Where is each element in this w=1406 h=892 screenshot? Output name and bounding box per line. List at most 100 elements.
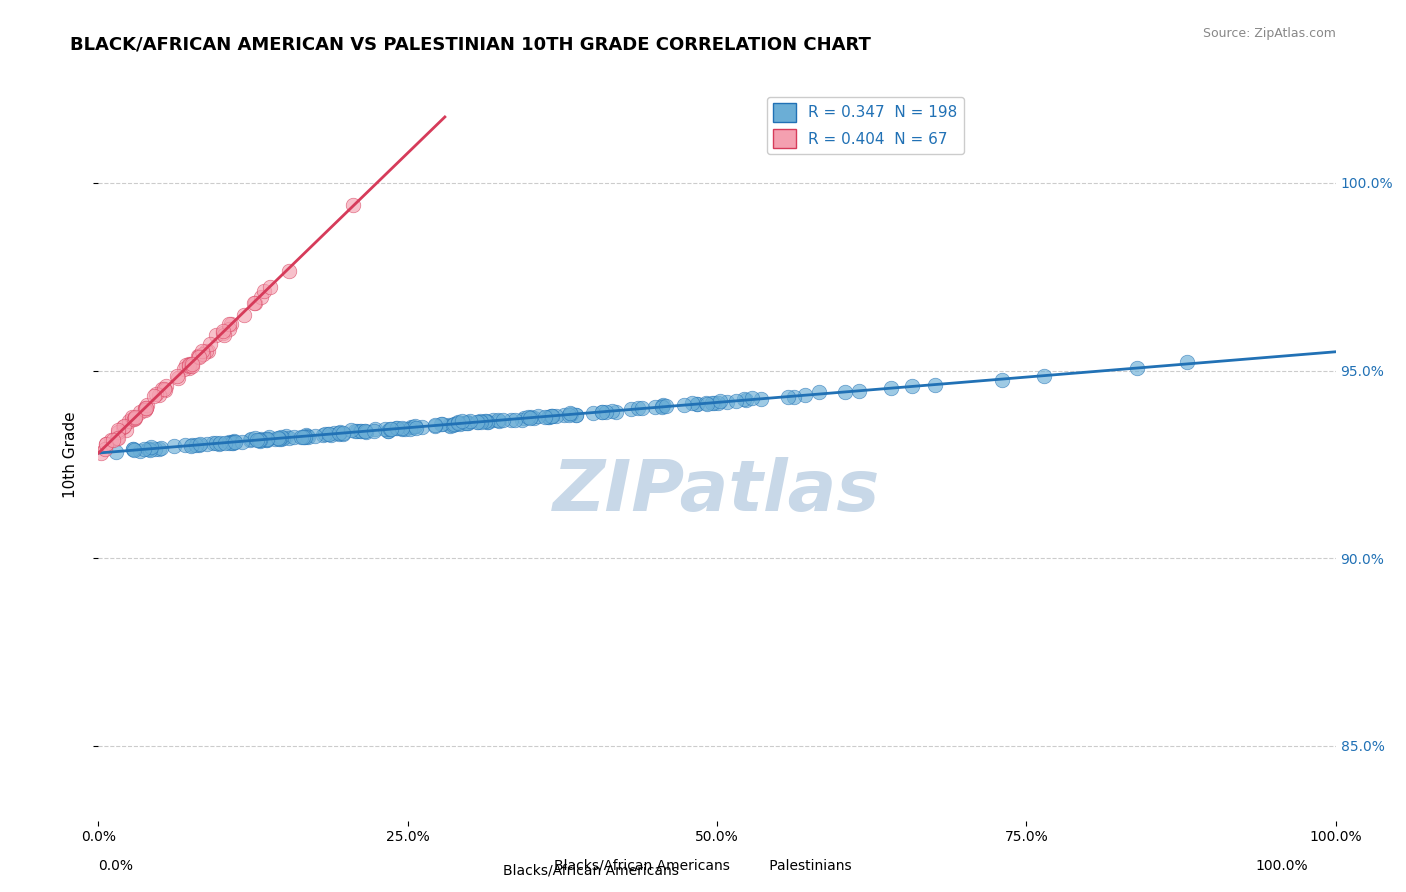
Point <box>546 409 568 423</box>
Point <box>651 398 673 412</box>
Point <box>695 396 717 410</box>
Point <box>304 429 326 443</box>
Point <box>516 410 538 425</box>
Point <box>276 429 298 443</box>
Point <box>188 350 211 364</box>
Point <box>121 442 143 456</box>
Point <box>468 414 491 428</box>
Point <box>243 295 266 310</box>
Point <box>224 434 246 448</box>
Point <box>267 433 290 447</box>
Point <box>246 433 269 447</box>
Point <box>208 435 231 450</box>
Point <box>188 349 211 363</box>
Point <box>312 427 335 442</box>
Point <box>115 423 138 437</box>
Point <box>195 436 218 450</box>
Point <box>328 425 350 440</box>
Point <box>107 431 129 445</box>
Point <box>231 434 253 449</box>
Point <box>177 360 200 375</box>
Point <box>456 415 478 429</box>
Point <box>443 417 465 431</box>
Point <box>243 296 266 310</box>
Point <box>510 413 533 427</box>
Y-axis label: 10th Grade: 10th Grade <box>63 411 77 499</box>
Point <box>353 424 375 438</box>
Point <box>112 419 135 434</box>
Point <box>150 441 173 455</box>
Point <box>249 434 271 448</box>
Point <box>163 439 186 453</box>
Point <box>399 422 422 436</box>
Point <box>314 427 336 442</box>
Point <box>112 418 135 433</box>
Point <box>105 431 128 445</box>
Point <box>124 410 146 425</box>
Point <box>475 415 498 429</box>
Point <box>139 441 162 455</box>
Point <box>218 321 240 335</box>
Point <box>450 414 472 428</box>
Point <box>318 427 340 442</box>
Point <box>541 409 564 424</box>
Point <box>297 430 319 444</box>
Point <box>523 411 546 425</box>
Point <box>180 358 202 372</box>
Point <box>174 359 197 373</box>
Point <box>385 421 408 435</box>
Point <box>627 401 650 415</box>
Point <box>145 387 167 401</box>
Point <box>700 395 723 409</box>
Point <box>808 385 831 400</box>
Point <box>405 421 427 435</box>
Point <box>294 428 316 442</box>
Point <box>467 416 489 430</box>
Point <box>380 422 402 436</box>
Point <box>256 433 278 447</box>
Point <box>256 432 278 446</box>
Point <box>212 327 235 342</box>
Point <box>166 368 188 383</box>
Point <box>399 420 422 434</box>
Point <box>391 420 413 434</box>
Point <box>537 409 560 424</box>
Point <box>558 406 581 420</box>
Point <box>240 433 263 447</box>
Point <box>134 401 156 415</box>
Point <box>716 394 738 409</box>
Point <box>411 420 433 434</box>
Point <box>342 197 364 211</box>
Point <box>186 438 208 452</box>
Point <box>155 378 177 392</box>
Point <box>423 417 446 432</box>
Point <box>187 438 209 452</box>
Point <box>477 415 499 429</box>
Point <box>239 433 262 447</box>
Point <box>486 413 509 427</box>
Point <box>250 432 273 446</box>
Point <box>222 435 245 450</box>
Point <box>253 285 276 299</box>
Point <box>267 431 290 445</box>
Point <box>339 423 361 437</box>
Point <box>294 429 316 443</box>
Point <box>270 430 292 444</box>
Point <box>254 433 277 447</box>
Point <box>707 396 730 410</box>
Point <box>150 382 173 396</box>
Point <box>132 442 155 456</box>
Point <box>402 420 425 434</box>
Point <box>224 435 246 450</box>
Point <box>134 403 156 417</box>
Point <box>256 432 278 446</box>
Point <box>447 416 470 430</box>
Point <box>901 379 924 393</box>
Point <box>439 418 461 433</box>
Point <box>278 264 301 278</box>
Point <box>195 343 218 358</box>
Point <box>725 394 748 409</box>
Point <box>270 432 292 446</box>
Point <box>221 435 243 450</box>
Point <box>174 438 197 452</box>
